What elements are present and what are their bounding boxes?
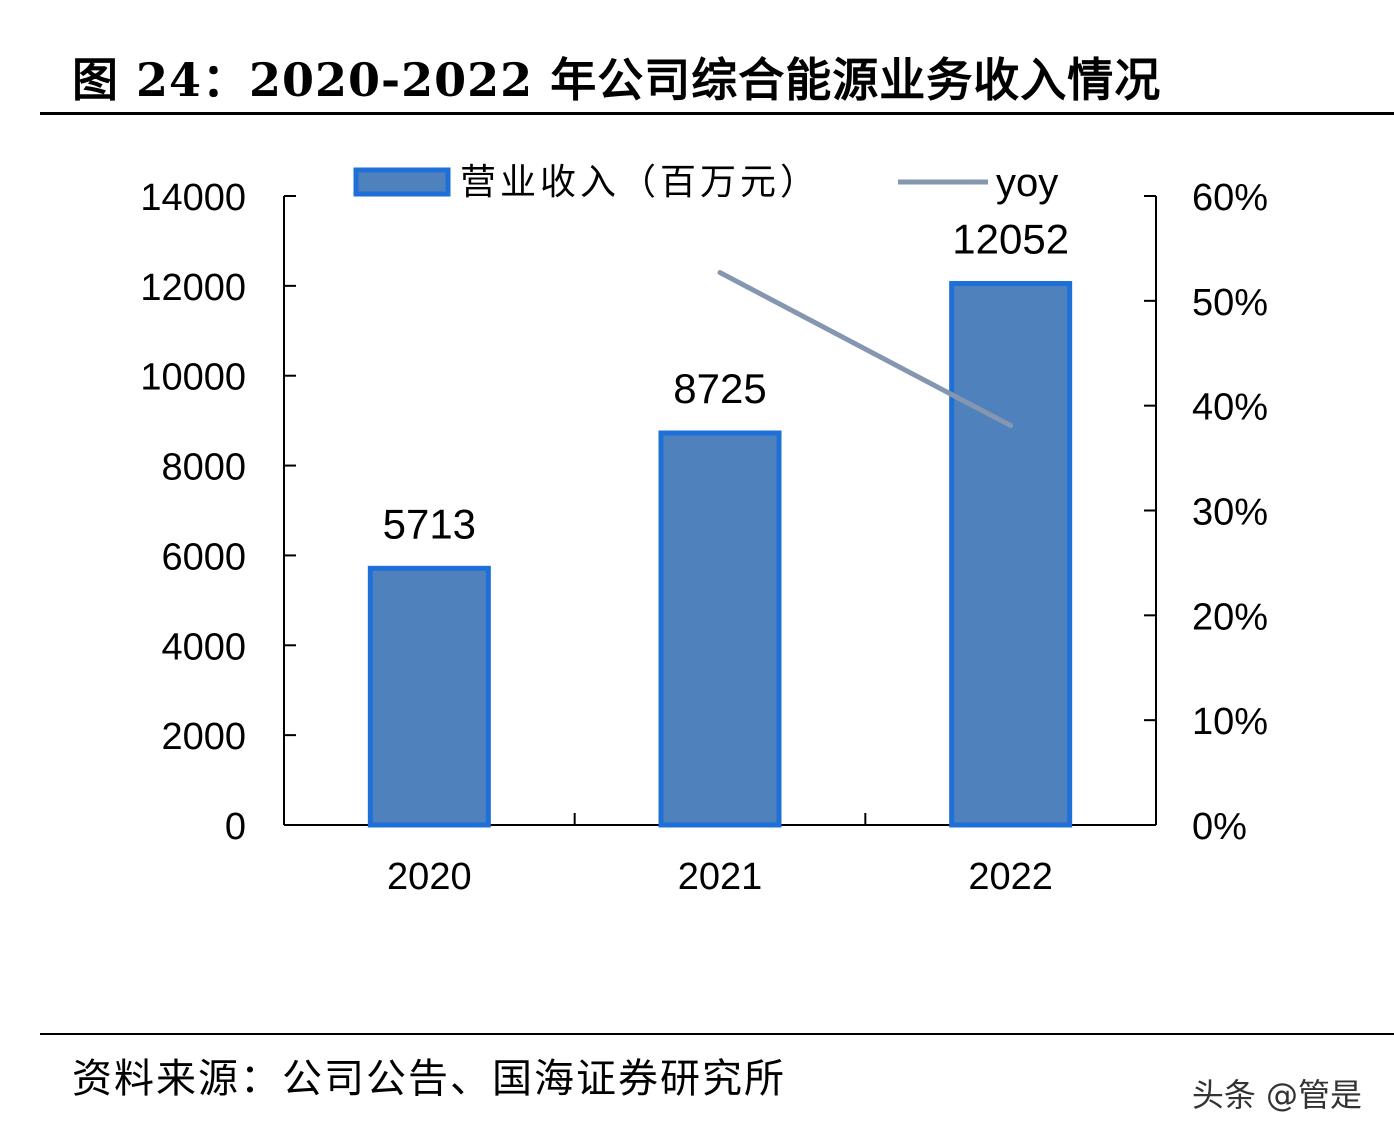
- watermark: 头条 @管是: [1191, 1076, 1362, 1114]
- bar: [949, 281, 1073, 828]
- combo-chart: 0 2000 4000 6000 8000 10000 12000 14000 0% 10% 20%…: [140, 161, 1268, 898]
- figure-title: 图 24：2020-2022 年公司综合能源业务收入情况: [72, 53, 1162, 107]
- y-left-tick-label: 2000: [161, 716, 246, 758]
- y-left-tick-label: 8000: [161, 447, 246, 489]
- y-left-tick-label: 12000: [140, 267, 246, 309]
- y-right-tick-label: 40%: [1192, 387, 1268, 429]
- y-left-tick-label: 10000: [140, 357, 246, 399]
- bar: [367, 565, 491, 828]
- bar: [658, 430, 782, 828]
- y-left-tick-label: 6000: [161, 536, 246, 578]
- y-left-tick-label: 14000: [140, 177, 246, 219]
- bar-data-label: 8725: [673, 365, 766, 412]
- title-rule: [40, 112, 1394, 115]
- y-right-tick-label: 60%: [1192, 177, 1268, 219]
- x-tick-label: 2022: [968, 856, 1053, 898]
- legend-line-label: yoy: [996, 161, 1058, 205]
- y-right-tick-label: 0%: [1192, 806, 1247, 848]
- source-rule: [40, 1033, 1394, 1035]
- bar-data-label: 12052: [952, 216, 1069, 263]
- source-note: 资料来源：公司公告、国海证券研究所: [72, 1056, 786, 1102]
- y-left-tick-label: 4000: [161, 626, 246, 668]
- y-right-tick-label: 50%: [1192, 282, 1268, 324]
- legend-bar-swatch: [353, 167, 451, 197]
- x-tick-label: 2021: [678, 856, 763, 898]
- legend-bar-label: 营业收入（百万元）: [460, 162, 820, 203]
- bar-data-label: 5713: [383, 500, 476, 547]
- y-right-tick-label: 20%: [1192, 596, 1268, 638]
- y-right-tick-label: 10%: [1192, 701, 1268, 743]
- y-right-tick-label: 30%: [1192, 492, 1268, 534]
- y-left-tick-label: 0: [225, 806, 246, 848]
- yoy-line: [717, 270, 1014, 429]
- x-tick-label: 2020: [387, 856, 472, 898]
